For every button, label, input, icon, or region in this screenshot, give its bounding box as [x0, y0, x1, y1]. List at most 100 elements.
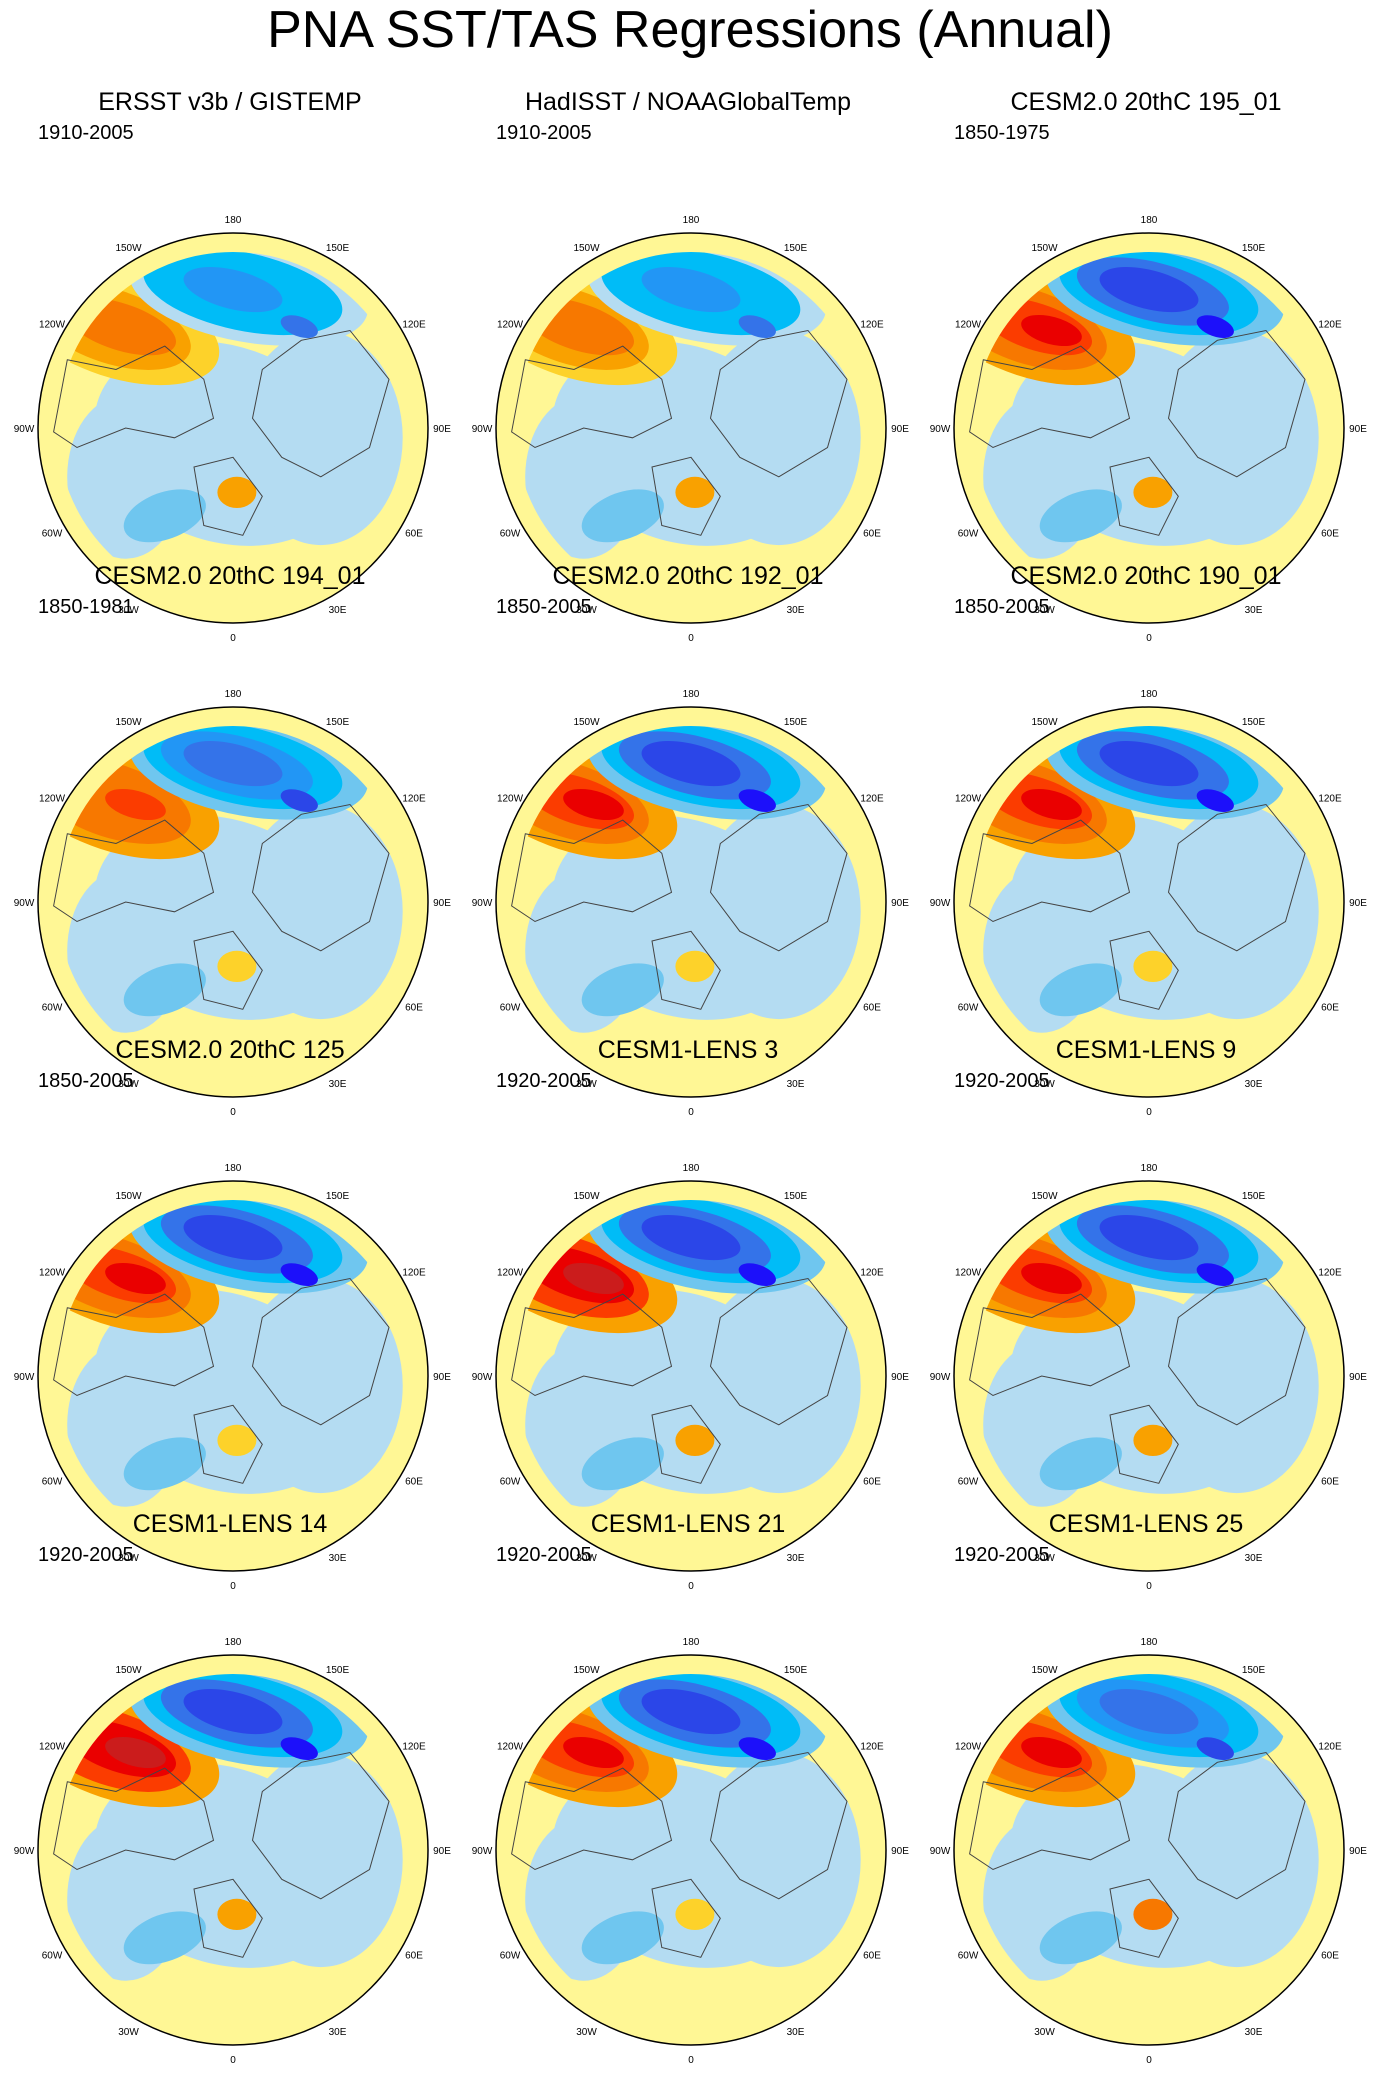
- north-pacific-anomaly-3: [641, 1215, 741, 1261]
- map-panel: 180 150E 120E 90E 60E 30E 0 30W 60W 90W 120W 150W CE…: [916, 88, 1376, 644]
- longitude-label: 60E: [1321, 1477, 1339, 1488]
- polar-map: 180 150E 120E 90E 60E 30E 0 30W 60W 90W 120W 150W: [472, 1637, 910, 2066]
- longitude-label: 120E: [1318, 794, 1342, 805]
- longitude-label: 150E: [326, 1665, 350, 1676]
- longitude-label: 60W: [500, 529, 521, 540]
- arctic-anomaly-0: [217, 950, 257, 982]
- longitude-label: 30E: [787, 2027, 805, 2038]
- longitude-label: 0: [230, 1107, 236, 1118]
- longitude-label: 60W: [42, 1477, 63, 1488]
- longitude-label: 60E: [1321, 1003, 1339, 1014]
- north-america-anomaly-3: [105, 788, 166, 821]
- longitude-label: 90W: [14, 898, 35, 909]
- longitude-label: 60W: [958, 1951, 979, 1962]
- weak-negative-region-1: [1154, 330, 1319, 546]
- north-pacific-anomaly-4: [738, 789, 776, 812]
- polar-map: 180 150E 120E 90E 60E 30E 0 30W 60W 90W 120W 150W: [14, 215, 452, 644]
- north-pacific-anomaly-3: [1099, 1215, 1199, 1261]
- longitude-label: 30E: [1245, 2027, 1263, 2038]
- polar-map: 180 150E 120E 90E 60E 30E 0 30W 60W 90W 120W 150W: [472, 215, 910, 644]
- panel-title: CESM2.0 20thC 192_01: [552, 562, 824, 590]
- arctic-anomaly-0: [217, 476, 257, 508]
- longitude-label: 150W: [1031, 717, 1058, 728]
- arctic-anomaly-0: [675, 950, 715, 982]
- atlantic-anomaly-0: [1039, 1437, 1122, 1491]
- longitude-label: 90W: [14, 1372, 35, 1383]
- panel-title: CESM2.0 20thC 190_01: [1010, 562, 1282, 590]
- longitude-label: 180: [225, 215, 242, 226]
- polar-map: 180 150E 120E 90E 60E 30E 0 30W 60W 90W 120W 150W: [14, 1163, 452, 1592]
- longitude-label: 150E: [326, 243, 350, 254]
- longitude-label: 30W: [576, 605, 597, 616]
- coastline: [1167, 1277, 1306, 1426]
- panel-period: 1920-2005: [954, 1544, 1050, 1566]
- longitude-label: 180: [683, 1637, 700, 1648]
- longitude-label: 150E: [1242, 717, 1266, 728]
- coastline: [651, 456, 721, 536]
- figure-title: PNA SST/TAS Regressions (Annual): [267, 1, 1113, 59]
- longitude-label: 30W: [118, 605, 139, 616]
- longitude-label: 120W: [39, 1742, 66, 1753]
- coastline: [511, 1767, 673, 1871]
- longitude-label: 120E: [402, 320, 426, 331]
- longitude-label: 60W: [500, 1477, 521, 1488]
- coastline: [709, 1751, 848, 1900]
- longitude-label: 60W: [42, 529, 63, 540]
- longitude-label: 120W: [497, 1268, 524, 1279]
- north-america-anomaly-3: [563, 314, 624, 347]
- coastline: [53, 1767, 215, 1871]
- weak-negative-region-1: [238, 330, 403, 546]
- north-pacific-anomaly-4: [738, 1737, 776, 1760]
- map-panel: 180 150E 120E 90E 60E 30E 0 30W 60W 90W 120W 150W CE…: [0, 562, 460, 1118]
- polar-map: 180 150E 120E 90E 60E 30E 0 30W 60W 90W 120W 150W: [930, 689, 1368, 1118]
- panel-period: 1910-2005: [496, 122, 592, 144]
- arctic-anomaly-0: [675, 1898, 715, 1930]
- longitude-label: 120E: [860, 1742, 884, 1753]
- longitude-label: 0: [230, 2055, 236, 2066]
- longitude-label: 30W: [1034, 2027, 1055, 2038]
- arctic-anomaly-0: [217, 1424, 257, 1456]
- longitude-label: 30W: [576, 1079, 597, 1090]
- north-america-anomaly-3: [1021, 788, 1082, 821]
- panel-period: 1850-2005: [38, 1070, 134, 1092]
- polar-map: 180 150E 120E 90E 60E 30E 0 30W 60W 90W 120W 150W: [14, 1637, 452, 2066]
- longitude-label: 90E: [433, 424, 451, 435]
- north-america-anomaly-3: [563, 1262, 624, 1295]
- map-border: [495, 1180, 887, 1572]
- polar-map: 180 150E 120E 90E 60E 30E 0 30W 60W 90W 120W 150W: [930, 1163, 1368, 1592]
- coastline: [251, 329, 390, 478]
- panel-title: CESM1-LENS 14: [132, 1510, 328, 1538]
- longitude-label: 150E: [1242, 1665, 1266, 1676]
- longitude-label: 90E: [891, 1372, 909, 1383]
- longitude-label: 120E: [402, 794, 426, 805]
- coastline: [53, 819, 215, 923]
- longitude-label: 120W: [955, 320, 982, 331]
- longitude-label: 30W: [1034, 605, 1055, 616]
- longitude-label: 60E: [405, 1477, 423, 1488]
- longitude-label: 180: [1141, 689, 1158, 700]
- polar-map: 180 150E 120E 90E 60E 30E 0 30W 60W 90W 120W 150W: [472, 1163, 910, 1592]
- longitude-label: 90E: [433, 1372, 451, 1383]
- longitude-label: 180: [683, 215, 700, 226]
- north-pacific-anomaly-3: [183, 1689, 283, 1735]
- panel-period: 1850-1981: [38, 596, 134, 618]
- north-pacific-anomaly-4: [738, 315, 776, 338]
- longitude-label: 120E: [1318, 1742, 1342, 1753]
- north-america-anomaly-3: [105, 1736, 166, 1769]
- subtropical-band: [496, 1655, 886, 2045]
- panel-period: 1920-2005: [38, 1544, 134, 1566]
- coastline: [193, 456, 263, 536]
- colorbar-tick-label: -0.4: [352, 2081, 414, 2087]
- longitude-label: 120W: [497, 1742, 524, 1753]
- subtropical-band: [496, 1181, 886, 1571]
- atlantic-anomaly-0: [581, 489, 664, 543]
- longitude-label: 60E: [1321, 1951, 1339, 1962]
- weak-negative-region-1: [1154, 1278, 1319, 1494]
- longitude-label: 60W: [500, 1951, 521, 1962]
- longitude-label: 0: [1146, 2055, 1152, 2066]
- coastline: [709, 329, 848, 478]
- longitude-label: 150E: [326, 717, 350, 728]
- longitude-label: 30E: [787, 1553, 805, 1564]
- weak-negative-region-1: [1154, 804, 1319, 1020]
- longitude-label: 60E: [863, 1951, 881, 1962]
